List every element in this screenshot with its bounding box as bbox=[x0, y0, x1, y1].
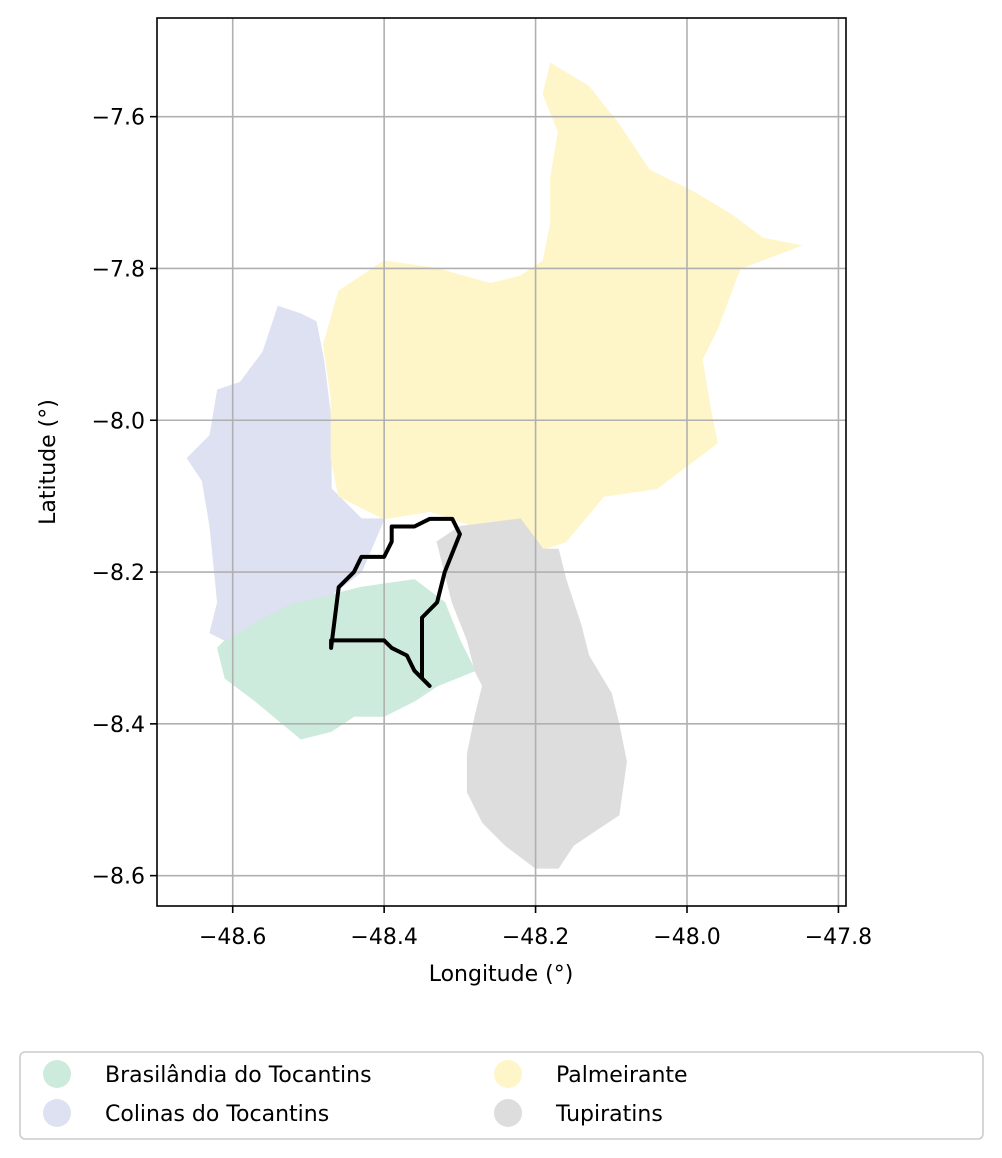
y-tick-label: −7.6 bbox=[92, 106, 145, 131]
y-tick-label: −8.2 bbox=[92, 561, 145, 586]
x-tick-label: −47.8 bbox=[805, 925, 872, 950]
legend-box bbox=[19, 1051, 984, 1140]
region-tupiratins bbox=[436, 518, 627, 869]
y-axis-label: Latitude (°) bbox=[36, 399, 61, 525]
region-colinas-do-tocantins bbox=[186, 305, 385, 641]
regions-layer bbox=[186, 62, 803, 869]
legend-label-palmeirante: Palmeirante bbox=[556, 1063, 688, 1088]
legend-items: Brasilândia do Tocantins Colinas do Tocan… bbox=[43, 1060, 688, 1127]
ticks-layer: −48.6 −48.4 −48.2 −48.0 −47.8 −7.6 −7.8 −8.0 −8.… bbox=[92, 106, 873, 950]
legend-marker-tupiratins bbox=[494, 1099, 522, 1127]
x-tick-label: −48.0 bbox=[653, 925, 720, 950]
outline-layer bbox=[329, 516, 462, 688]
y-tick-label: −7.8 bbox=[92, 257, 145, 282]
x-tick-label: −48.6 bbox=[199, 925, 266, 950]
legend-marker-colinas-do-tocantins bbox=[43, 1099, 71, 1127]
y-tick-label: −8.0 bbox=[92, 409, 145, 434]
legend-label-brasilandia-do-tocantins: Brasilândia do Tocantins bbox=[105, 1063, 372, 1088]
legend-marker-brasilandia-do-tocantins bbox=[43, 1060, 71, 1088]
x-tick-label: −48.4 bbox=[350, 925, 417, 950]
legend-marker-palmeirante bbox=[494, 1060, 522, 1088]
grid-layer bbox=[157, 18, 846, 906]
y-tick-label: −8.4 bbox=[92, 713, 145, 738]
y-tick-label: −8.6 bbox=[92, 865, 145, 890]
plot-area bbox=[157, 18, 846, 906]
highlight-outline bbox=[329, 516, 462, 688]
x-tick-label: −48.2 bbox=[502, 925, 569, 950]
legend: Brasilândia do Tocantins Colinas do Tocan… bbox=[19, 1051, 984, 1140]
x-axis-label: Longitude (°) bbox=[429, 962, 574, 987]
plot-frame bbox=[156, 17, 847, 907]
legend-label-tupiratins: Tupiratins bbox=[555, 1102, 663, 1127]
legend-label-colinas-do-tocantins: Colinas do Tocantins bbox=[105, 1102, 329, 1127]
